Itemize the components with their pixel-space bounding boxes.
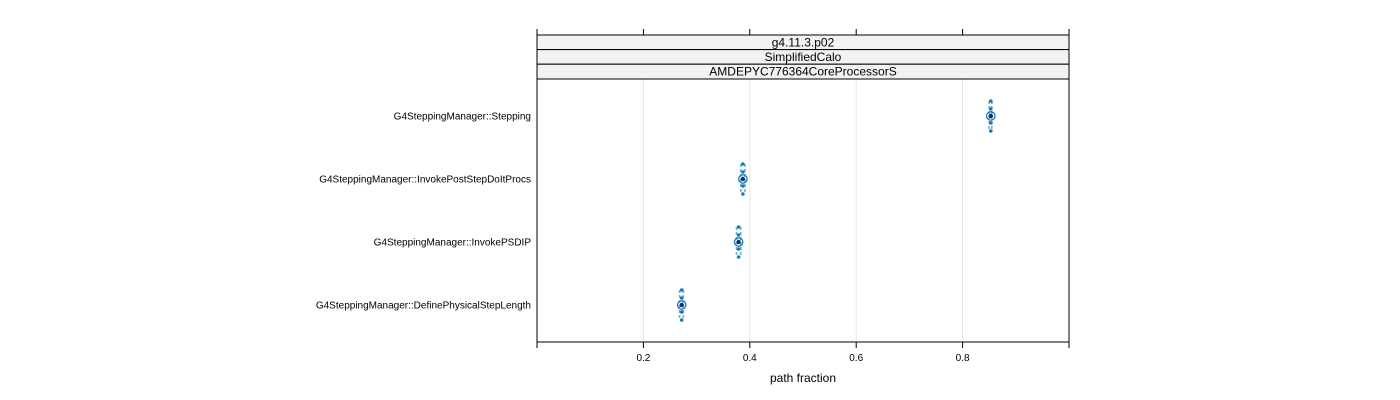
point-marker [679,302,684,308]
interval-dot [679,296,684,300]
interval-dot [741,170,745,174]
y-label-definephysicalsteplength: G4SteppingManager::DefinePhysicalStepLen… [316,301,531,312]
interval-dot [736,255,741,259]
interval-dot [741,162,745,166]
interval-dot [736,247,741,251]
point-ring [733,237,744,247]
interval-dot [741,192,745,196]
interval-dot [988,129,993,133]
x-tick-label-2: 0.6 [849,353,863,364]
y-label-invokepoststepdoitprocs: G4SteppingManager::InvokePostStepDoItPro… [319,175,531,186]
interval-dot [679,318,684,322]
point-marker [736,239,741,245]
grid-lines [642,79,964,342]
interval-dot [736,225,741,229]
strip-3-bg [536,63,1070,80]
strip-1-label: g4.11.3.p02 [772,36,835,50]
point-marker [740,176,746,182]
data-point-1 [738,162,748,196]
point-ring [738,174,748,184]
point-marker [988,113,993,119]
data-point-3 [676,288,687,322]
data-point-0 [985,99,996,133]
x-tick-label-0: 0.2 [636,353,650,364]
interval-dot [988,107,993,111]
data-point-2 [733,225,744,259]
point-ring [985,111,996,121]
interval-dot [679,288,684,292]
interval-dot [736,233,741,237]
x-axis-ticks: 0.2 0.4 0.6 0.8 [536,29,1070,364]
x-tick-label-1: 0.4 [743,353,757,364]
interval-dot [988,121,993,125]
strip-2-label: SimplifiedCalo [765,50,842,64]
y-axis-labels: G4SteppingManager::Stepping G4SteppingMa… [316,112,531,312]
data-points [676,99,996,322]
x-axis-title: path fraction [770,371,836,385]
strip-headers: g4.11.3.p02 SimplifiedCalo AMDEPYC776364… [536,34,1070,80]
interval-dot [679,310,684,314]
x-tick-label-3: 0.8 [956,353,970,364]
interval-dot [988,99,993,103]
point-ring [676,300,687,310]
y-label-stepping: G4SteppingManager::Stepping [394,112,531,123]
strip-3-label: AMDEPYC776364CoreProcessorS [709,65,896,79]
y-label-invokepsdip: G4SteppingManager::InvokePSDIP [374,238,532,249]
interval-dot [741,184,745,188]
